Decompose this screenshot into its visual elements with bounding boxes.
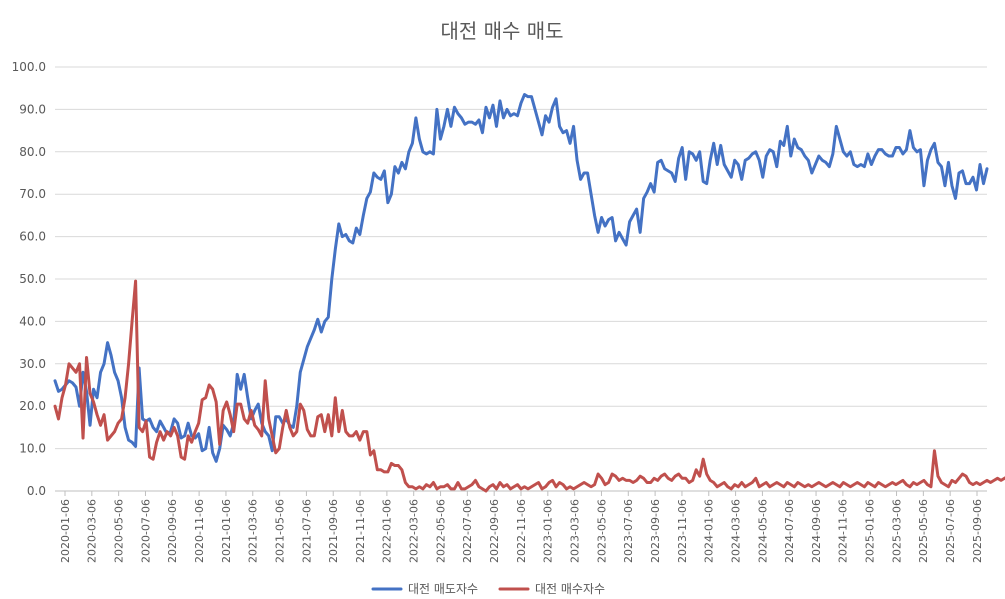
x-tick-label-25: 2024-03-06 xyxy=(729,499,742,563)
y-axis: 0.0 10.0 20.0 30.0 40.0 50.0 60.0 70.0 80.0 90.0 1… xyxy=(12,60,46,498)
y-tick-label-10: 10.0 xyxy=(19,442,46,456)
x-tick-label-30: 2025-01-06 xyxy=(864,499,877,563)
x-tick-label-16: 2022-09-06 xyxy=(488,499,501,563)
x-tick-label-19: 2023-03-06 xyxy=(568,499,581,563)
x-tick-label-29: 2024-11-06 xyxy=(837,499,850,563)
x-tick-label-12: 2022-01-06 xyxy=(381,499,394,563)
y-tick-label-60: 60.0 xyxy=(19,230,46,244)
series-lines xyxy=(53,93,1005,493)
x-tick-label-6: 2021-01-06 xyxy=(220,499,233,563)
y-tick-label-30: 30.0 xyxy=(19,357,46,371)
x-tick-label-14: 2022-05-06 xyxy=(434,499,447,563)
x-tick-label-34: 2025-09-06 xyxy=(971,499,984,563)
x-tick-label-32: 2025-05-06 xyxy=(917,499,930,563)
x-tick-label-21: 2023-07-06 xyxy=(622,499,635,563)
x-tick-label-20: 2023-05-06 xyxy=(595,499,608,563)
y-tick-label-20: 20.0 xyxy=(19,399,46,413)
x-tick-label-8: 2021-05-06 xyxy=(273,499,286,563)
y-tick-label-50: 50.0 xyxy=(19,272,46,286)
x-tick-label-2: 2020-05-06 xyxy=(112,499,125,563)
series-line-sell xyxy=(53,93,989,463)
x-tick-label-4: 2020-09-06 xyxy=(166,499,179,563)
x-tick-label-33: 2025-07-06 xyxy=(944,499,957,563)
chart-title: 대전 매수 매도 xyxy=(440,19,563,43)
y-tick-label-40: 40.0 xyxy=(19,314,46,328)
x-tick-label-24: 2024-01-06 xyxy=(703,499,716,563)
x-tick-label-11: 2021-11-06 xyxy=(354,499,367,563)
x-tick-label-27: 2024-07-06 xyxy=(783,499,796,563)
legend: 대전 매도자수 대전 매수자수 xyxy=(371,582,605,596)
y-tick-label-0: 0.0 xyxy=(27,484,46,498)
y-tick-label-90: 90.0 xyxy=(19,102,46,116)
x-axis: 2020-01-06 2020-03-06 2020-05-06 2020-07-06… xyxy=(59,491,984,563)
x-tick-label-0: 2020-01-06 xyxy=(59,499,72,563)
x-tick-label-17: 2022-11-06 xyxy=(515,499,528,563)
x-tick-label-13: 2022-03-06 xyxy=(408,499,421,563)
x-tick-label-5: 2020-11-06 xyxy=(193,499,206,563)
legend-label-buy: 대전 매수자수 xyxy=(535,582,605,596)
x-tick-label-31: 2025-03-06 xyxy=(890,499,903,563)
x-tick-label-10: 2021-09-06 xyxy=(327,499,340,563)
legend-label-sell: 대전 매도자수 xyxy=(408,582,478,596)
y-tick-label-100: 100.0 xyxy=(12,60,46,74)
y-tick-label-80: 80.0 xyxy=(19,145,46,159)
x-tick-label-1: 2020-03-06 xyxy=(86,499,99,563)
x-tick-label-9: 2021-07-06 xyxy=(300,499,313,563)
x-tick-label-18: 2023-01-06 xyxy=(542,499,555,563)
x-tick-label-3: 2020-07-06 xyxy=(139,499,152,563)
x-tick-label-7: 2021-03-06 xyxy=(247,499,260,563)
x-tick-label-23: 2023-11-06 xyxy=(676,499,689,563)
series-line-buy xyxy=(53,279,1005,493)
x-tick-label-22: 2023-09-06 xyxy=(649,499,662,563)
x-tick-label-28: 2024-09-06 xyxy=(810,499,823,563)
x-tick-label-15: 2022-07-06 xyxy=(461,499,474,563)
x-tick-label-26: 2024-05-06 xyxy=(756,499,769,563)
y-tick-label-70: 70.0 xyxy=(19,187,46,201)
gridlines xyxy=(55,66,987,492)
